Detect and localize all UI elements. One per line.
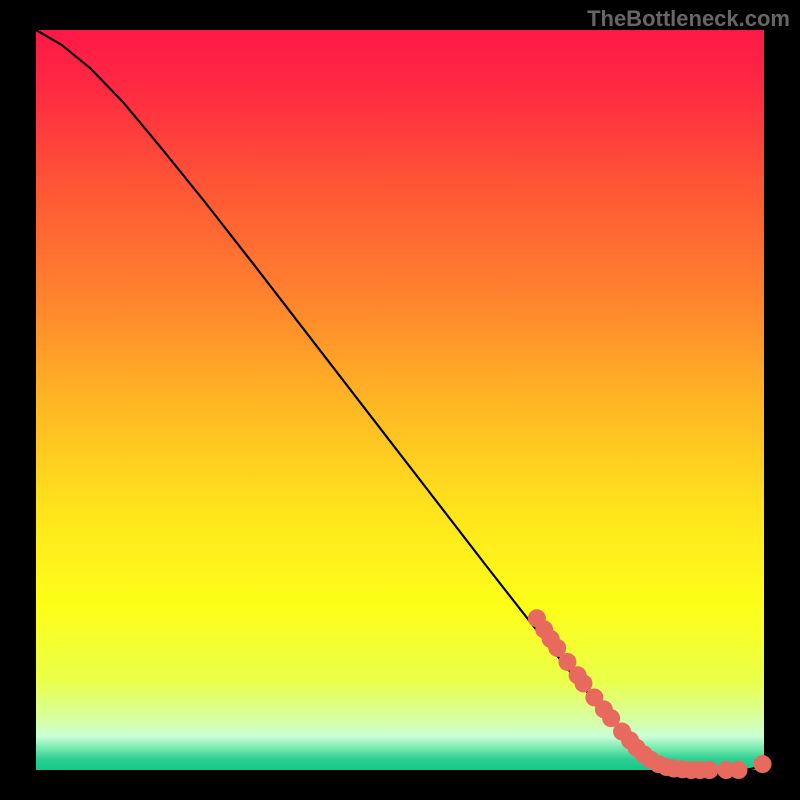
data-marker <box>700 761 718 779</box>
data-marker <box>730 761 748 779</box>
data-marker <box>754 755 772 773</box>
plot-background <box>36 30 764 770</box>
bottleneck-chart <box>0 0 800 800</box>
watermark-text: TheBottleneck.com <box>587 6 790 32</box>
data-marker <box>574 674 592 692</box>
chart-container: TheBottleneck.com <box>0 0 800 800</box>
